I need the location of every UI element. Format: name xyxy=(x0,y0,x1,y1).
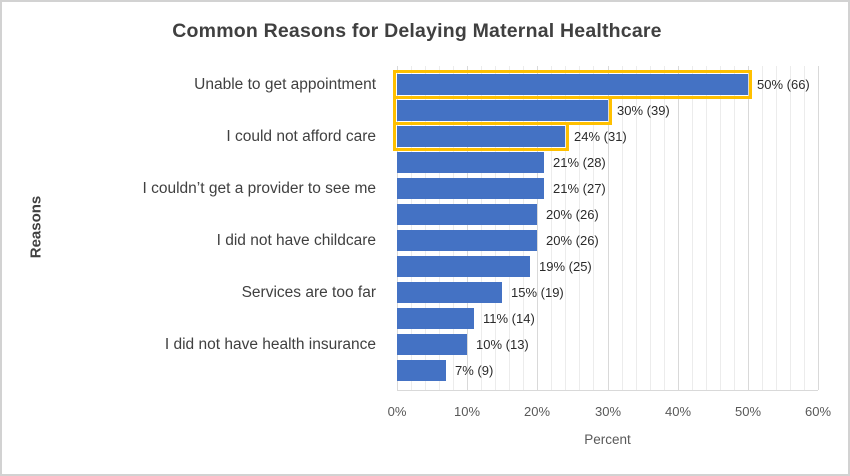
minor-gridline xyxy=(692,66,693,390)
minor-gridline xyxy=(593,66,594,390)
bar-data-label: 19% (25) xyxy=(539,259,592,274)
minor-gridline xyxy=(762,66,763,390)
x-tick-label: 20% xyxy=(523,404,551,419)
major-gridline xyxy=(397,66,398,390)
minor-gridline xyxy=(650,66,651,390)
bar-data-label: 15% (19) xyxy=(511,285,564,300)
category-label: Unable to get appointment xyxy=(194,76,376,93)
bar-highlighted xyxy=(393,96,612,125)
minor-gridline xyxy=(439,66,440,390)
bar xyxy=(397,204,537,225)
category-label: I could not afford care xyxy=(226,128,376,145)
minor-gridline xyxy=(523,66,524,390)
x-tick-label: 60% xyxy=(804,404,832,419)
x-tick-label: 0% xyxy=(387,404,407,419)
bar-data-label: 24% (31) xyxy=(574,129,627,144)
bar-data-label: 30% (39) xyxy=(617,103,670,118)
minor-gridline xyxy=(664,66,665,390)
bar-data-label: 20% (26) xyxy=(546,233,599,248)
x-tick-label: 10% xyxy=(453,404,481,419)
major-gridline xyxy=(608,66,609,390)
x-tick-label: 50% xyxy=(734,404,762,419)
minor-gridline xyxy=(453,66,454,390)
major-gridline xyxy=(678,66,679,390)
bar xyxy=(397,334,467,355)
bar xyxy=(397,282,502,303)
x-axis-title: Percent xyxy=(584,432,631,447)
chart-title: Common Reasons for Delaying Maternal Hea… xyxy=(172,20,662,42)
y-axis-category-labels: Unable to get appointment I could not aff… xyxy=(2,66,386,390)
bar-data-label: 20% (26) xyxy=(546,207,599,222)
bar xyxy=(397,230,537,251)
x-tick-label: 40% xyxy=(664,404,692,419)
bar-data-label: 21% (28) xyxy=(553,155,606,170)
x-axis-tick-labels: 0% 10% 20% 30% 40% 50% 60% xyxy=(388,404,831,422)
bar-data-label: 10% (13) xyxy=(476,337,529,352)
bar-data-label: 21% (27) xyxy=(553,181,606,196)
minor-gridline xyxy=(495,66,496,390)
category-label: I did not have childcare xyxy=(216,232,376,249)
minor-gridline xyxy=(579,66,580,390)
bar-highlighted xyxy=(393,70,752,99)
minor-gridline xyxy=(636,66,637,390)
minor-gridline xyxy=(720,66,721,390)
major-gridline xyxy=(537,66,538,390)
bar xyxy=(397,152,544,173)
category-label: Services are too far xyxy=(241,284,376,301)
bar-data-label: 11% (14) xyxy=(483,311,535,326)
minor-gridline xyxy=(706,66,707,390)
major-gridline xyxy=(748,66,749,390)
minor-gridline xyxy=(622,66,623,390)
minor-gridline xyxy=(734,66,735,390)
plot-area: 50% (66) 30% (39) 24% (31) 21% (28) 21% (27)… xyxy=(393,66,819,391)
bar-data-label: 50% (66) xyxy=(757,77,810,92)
major-gridline xyxy=(467,66,468,390)
bar xyxy=(397,178,544,199)
minor-gridline xyxy=(776,66,777,390)
minor-gridline xyxy=(565,66,566,390)
minor-gridline xyxy=(804,66,805,390)
x-tick-label: 30% xyxy=(594,404,622,419)
minor-gridline xyxy=(509,66,510,390)
bar xyxy=(397,256,530,277)
major-gridline xyxy=(818,66,819,390)
minor-gridline xyxy=(551,66,552,390)
minor-gridline xyxy=(411,66,412,390)
bar-highlighted xyxy=(393,122,569,151)
minor-gridline xyxy=(481,66,482,390)
bar xyxy=(397,360,446,381)
minor-gridline xyxy=(790,66,791,390)
minor-gridline xyxy=(425,66,426,390)
category-label: I couldn’t get a provider to see me xyxy=(142,180,377,197)
bar xyxy=(397,308,474,329)
bar-data-label: 7% (9) xyxy=(455,363,494,378)
category-label: I did not have health insurance xyxy=(164,336,376,353)
